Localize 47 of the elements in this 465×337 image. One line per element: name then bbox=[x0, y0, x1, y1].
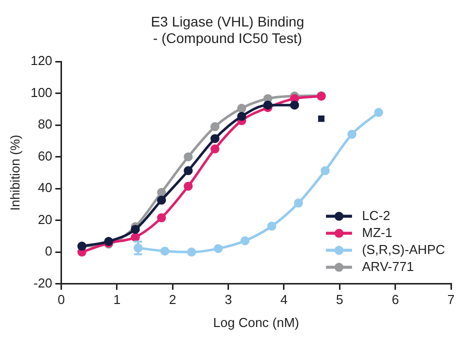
point bbox=[160, 246, 170, 256]
y-tick-label: 40 bbox=[38, 180, 52, 196]
x-axis-title: Log Conc (nM) bbox=[213, 314, 300, 330]
legend-label: ARV-771 bbox=[362, 258, 414, 274]
x-tick-label: 2 bbox=[169, 292, 176, 308]
x-tick-label: 7 bbox=[447, 292, 455, 308]
y-tick-label: 20 bbox=[38, 212, 52, 227]
point bbox=[210, 122, 220, 132]
y-tick-label: 60 bbox=[38, 148, 52, 164]
point bbox=[290, 100, 300, 110]
point bbox=[157, 188, 166, 197]
x-tick-label: 1 bbox=[113, 292, 121, 308]
legend-label: MZ-1 bbox=[362, 224, 392, 240]
y-tick-label: -20 bbox=[33, 275, 52, 290]
point bbox=[267, 222, 276, 231]
point bbox=[184, 152, 193, 162]
point bbox=[130, 224, 140, 234]
point bbox=[214, 244, 223, 254]
point bbox=[318, 116, 324, 122]
point bbox=[184, 166, 193, 176]
x-tick-label: 4 bbox=[280, 292, 288, 308]
point bbox=[240, 236, 250, 246]
y-tick-label: 120 bbox=[30, 53, 52, 68]
point bbox=[347, 130, 356, 139]
point bbox=[210, 134, 220, 144]
point bbox=[157, 196, 166, 205]
x-tick-label: 6 bbox=[392, 292, 399, 308]
legend-label: LC-2 bbox=[362, 208, 390, 223]
point bbox=[374, 108, 384, 117]
point bbox=[320, 166, 330, 176]
chart-title: E3 Ligase (VHL) Binding - (Compound IC50 Test) bbox=[150, 13, 304, 46]
point bbox=[184, 182, 193, 191]
point bbox=[294, 198, 303, 208]
point bbox=[157, 213, 166, 222]
y-tick-label: 80 bbox=[38, 116, 52, 132]
x-tick-label: 5 bbox=[336, 292, 344, 308]
point bbox=[187, 248, 196, 257]
point bbox=[237, 112, 246, 121]
point bbox=[237, 104, 246, 113]
point bbox=[210, 144, 220, 154]
y-tick-label: 100 bbox=[30, 84, 52, 100]
y-tick-label: 0 bbox=[45, 244, 52, 259]
point bbox=[263, 100, 272, 110]
x-tick-label: 3 bbox=[224, 292, 232, 308]
y-axis-title: Inhibition (%) bbox=[7, 134, 22, 211]
x-tick-label: 0 bbox=[58, 292, 65, 308]
legend-label: (S,R,S)-AHPC bbox=[362, 242, 446, 257]
